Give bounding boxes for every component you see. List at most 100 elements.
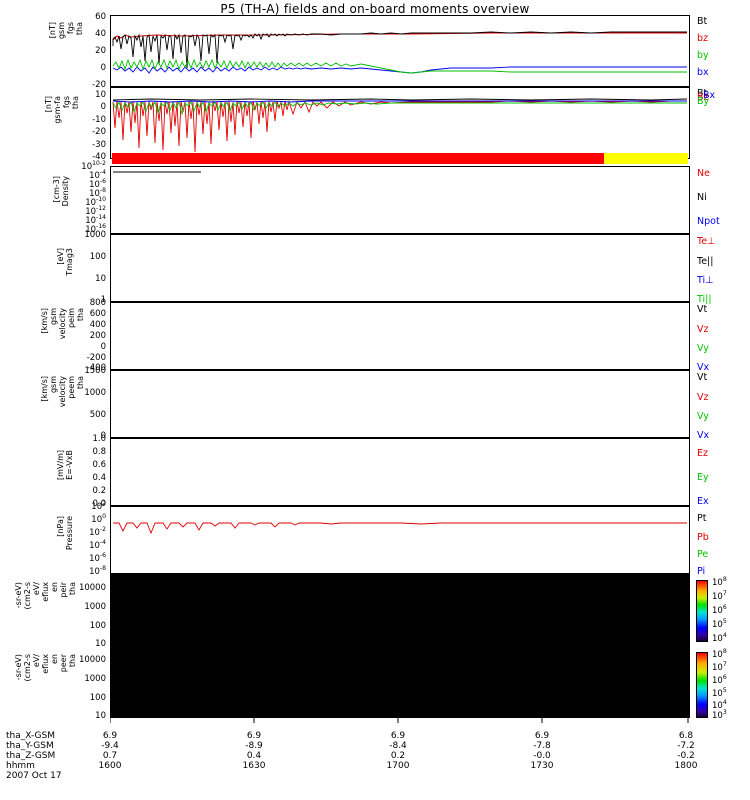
- xaxis-ticks: [110, 718, 689, 723]
- ytick: 100: [89, 252, 106, 262]
- ytick: 1000: [84, 388, 106, 398]
- ytick: 10: [95, 639, 106, 649]
- legend-te-perp: Te⊥: [697, 236, 715, 247]
- panel-peim-velocity-ylabel: tha peim velocity gsm [km/s]: [40, 308, 85, 368]
- ylabel-part: (cm2-s: [23, 582, 32, 610]
- ylabel-part: eflux: [41, 654, 50, 674]
- xaxis-value-hhmm: 1700: [386, 761, 410, 771]
- legend-label: Ne: [697, 168, 710, 179]
- ylabel-part: tha: [68, 654, 77, 668]
- xaxis-value-z: 0.4: [246, 751, 262, 761]
- panel-peim-velocity[interactable]: [110, 302, 690, 370]
- ytick: 100: [89, 621, 106, 631]
- legend-label: Ni: [697, 192, 707, 203]
- panel-peer-eflux[interactable]: [110, 646, 690, 718]
- ytick: 10-4: [89, 169, 106, 181]
- ylabel-part: en: [50, 654, 59, 664]
- ytick: 10000: [78, 583, 106, 593]
- legend-vt-i: Vt: [697, 304, 707, 315]
- xaxis-value-hhmm: 1800: [674, 761, 698, 771]
- panel-fgs-gsm-fa[interactable]: [110, 87, 690, 159]
- legend-ey: Ey: [697, 472, 709, 483]
- peir-colorbar-tick: 108: [712, 576, 727, 588]
- ylabel-part: tha: [75, 22, 84, 36]
- peer-colorbar-tick: 106: [712, 674, 727, 686]
- panel-pressure-ylabel: Pressure [nPa]: [56, 516, 74, 568]
- panel-fgs-gsm[interactable]: [110, 15, 690, 87]
- panel-efield[interactable]: [110, 438, 690, 506]
- xaxis-row-label-y: tha_Y-GSM: [6, 741, 54, 751]
- ytick: 10-4: [89, 539, 106, 551]
- panel-tmag3[interactable]: [110, 234, 690, 302]
- legend-label: bz: [697, 33, 709, 44]
- ytick: 1500: [84, 366, 106, 376]
- ylabel-part: (cm2-s: [23, 654, 32, 682]
- panel-peer-eflux-yticks: 10000 1000 100 10: [62, 646, 106, 721]
- legend-label: By: [697, 96, 710, 107]
- ylabel-part: [km/s]: [40, 308, 49, 334]
- ytick: 10-8: [89, 187, 106, 199]
- legend-bz-fa: Bz: [697, 92, 709, 103]
- ytick: 10-6: [89, 552, 106, 564]
- ytick: 1.0: [92, 434, 106, 444]
- panel-peer-eflux-ylabel: tha peer en eflux eV/ (cm2-s -sr-eV): [14, 654, 77, 716]
- legend-npot: Npot: [697, 216, 720, 227]
- ylabel-part: -sr-eV): [14, 582, 23, 609]
- legend-label: Te||: [697, 256, 714, 267]
- peer-colorbar-tick: 107: [712, 661, 727, 673]
- ylabel-part: -sr-eV): [14, 654, 23, 681]
- peer-colorbar-tick: 104: [712, 699, 727, 711]
- ytick: 0.0: [92, 499, 106, 509]
- legend-vy-i: Vy: [697, 343, 709, 354]
- ytick: 100: [91, 513, 106, 525]
- ytick: -40: [92, 152, 106, 162]
- legend-ti-para: Ti||: [697, 294, 712, 305]
- ytick: 10: [95, 274, 106, 284]
- ylabel-part: Density: [61, 176, 70, 207]
- ytick: 10: [95, 90, 106, 100]
- ytick: 10-16: [85, 223, 106, 235]
- page-title: P5 (TH-A) fields and on-board moments ov…: [220, 2, 530, 16]
- legend-label: Vt: [697, 372, 708, 383]
- legend-vy-e: Vy: [697, 411, 709, 422]
- panel-density-ylabel: Density [cm-3]: [52, 176, 70, 228]
- panel-peir-eflux[interactable]: [110, 574, 690, 646]
- ytick: 0.4: [92, 473, 106, 483]
- panel-efield-ylabel: E=-VxB [mV/m]: [56, 450, 74, 498]
- legend-label: Vz: [697, 324, 709, 335]
- ytick: 60: [95, 12, 106, 22]
- panel-density[interactable]: [110, 166, 690, 234]
- status-bar[interactable]: [112, 153, 688, 164]
- ytick: 400: [89, 320, 106, 330]
- xaxis-value-z: -0.0: [533, 751, 551, 761]
- legend-label: Pe: [697, 549, 709, 560]
- ytick: -10: [92, 115, 106, 125]
- ylabel-part: peer: [59, 654, 68, 673]
- legend-label: Ez: [697, 448, 708, 459]
- peir-colorbar-tick: 105: [712, 618, 727, 630]
- ytick: 0: [100, 102, 106, 112]
- legend-label: Bx: [703, 90, 716, 101]
- xaxis-value-y: -7.2: [677, 741, 695, 751]
- legend-label: by: [697, 50, 709, 61]
- ylabel-part: velocity: [58, 308, 67, 340]
- panel-peem-velocity[interactable]: [110, 370, 690, 438]
- legend-label: Vx: [697, 362, 710, 373]
- xaxis-column: 6.8 -7.2 -0.2 1800: [651, 731, 721, 771]
- ytick: 0: [100, 63, 106, 73]
- ytick: 0: [100, 431, 106, 441]
- xaxis-row-label-z: tha_Z-GSM: [6, 751, 56, 761]
- ytick: -20: [92, 80, 106, 90]
- legend-te-para: Te||: [697, 256, 713, 267]
- panel-fgs-gsm-fa-plot: [112, 98, 688, 153]
- ylabel-part: eV/: [32, 654, 41, 668]
- ylabel-part: tha: [68, 582, 77, 596]
- legend-bz: bz: [697, 33, 708, 44]
- ytick: -400: [86, 363, 106, 373]
- legend-label: Vy: [697, 343, 709, 354]
- panel-fgs-gsm-yticks: 60 40 20 0 -20: [62, 12, 106, 90]
- panel-pressure[interactable]: [110, 506, 690, 574]
- ylabel-part: [nPa]: [56, 516, 65, 537]
- ytick: 102: [91, 500, 106, 512]
- legend-label: Vt: [697, 304, 708, 315]
